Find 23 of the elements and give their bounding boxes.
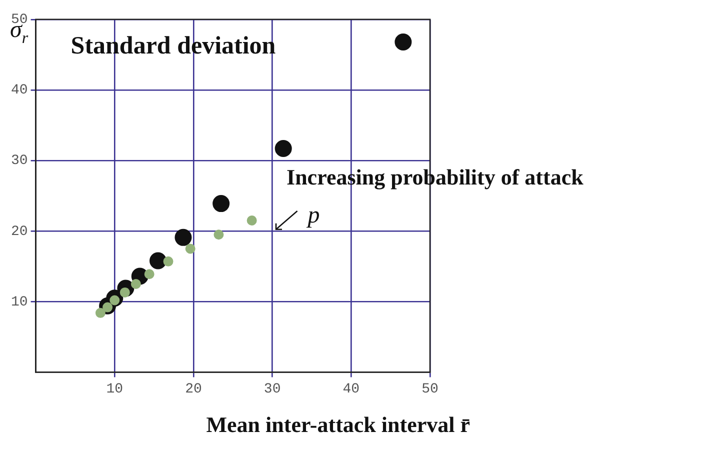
x-axis-title: Mean inter-attack interval r̄ [206, 412, 470, 438]
y-tick-label: 30 [10, 153, 28, 170]
point [144, 269, 154, 280]
x-tick-label: 20 [185, 381, 202, 398]
point [130, 279, 141, 289]
point [214, 230, 224, 240]
point [150, 252, 167, 270]
point [274, 140, 292, 158]
point [174, 228, 192, 246]
point [95, 308, 106, 318]
annotation: p [306, 202, 320, 229]
point [212, 195, 230, 212]
x-tick-label: 10 [106, 381, 124, 398]
x-tick-label: 30 [264, 381, 281, 398]
x-tick-label: 40 [342, 381, 360, 398]
point [163, 256, 174, 266]
point [185, 244, 196, 254]
y-tick-label: 20 [10, 224, 28, 240]
y-tick-label: 10 [10, 294, 28, 310]
point [394, 33, 412, 50]
point [246, 215, 257, 226]
x-tick-label: 50 [422, 381, 438, 398]
y-tick-label: 40 [10, 82, 28, 99]
